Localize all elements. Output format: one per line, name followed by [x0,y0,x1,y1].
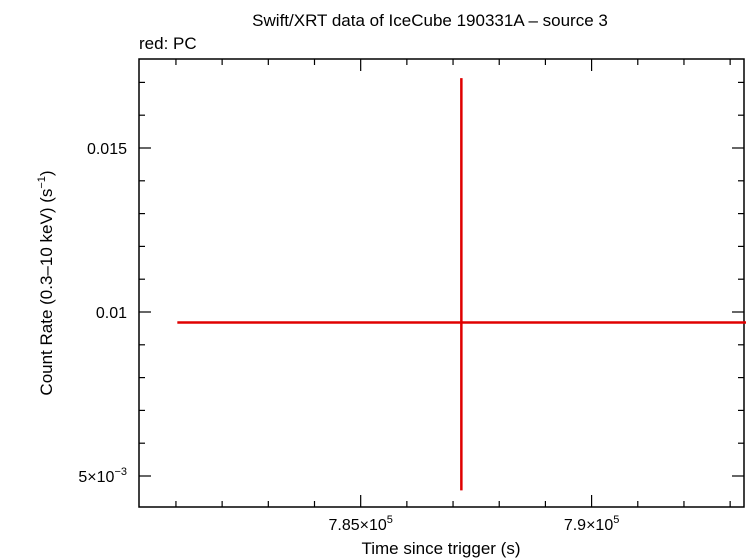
x-tick-label: 7.85×105 [328,514,392,534]
data-series [177,78,746,491]
x-tick-labels: 7.85×105 7.9×105 [328,514,619,534]
x-tick-label: 7.9×105 [564,514,620,534]
y-axis-label-main: Count Rate (0.3–10 keV) (s [37,189,56,396]
axis-ticks [139,59,744,507]
y-tick-labels: 0.015 0.01 5×10−3 [78,141,127,486]
y-tick-label: 5×10−3 [78,466,127,486]
y-tick-label: 0.015 [87,141,127,158]
chart-title: Swift/XRT data of IceCube 190331A – sour… [252,11,608,30]
x-axis-label: Time since trigger (s) [361,539,520,558]
y-tick-label: 0.01 [96,305,127,322]
y-axis-label-exp: −1 [36,176,48,189]
chart-subtitle: red: PC [139,34,197,53]
y-axis-label-end: ) [37,170,56,176]
y-axis-label: Count Rate (0.3–10 keV) (s−1) [36,170,56,395]
plot-frame [138,58,745,508]
